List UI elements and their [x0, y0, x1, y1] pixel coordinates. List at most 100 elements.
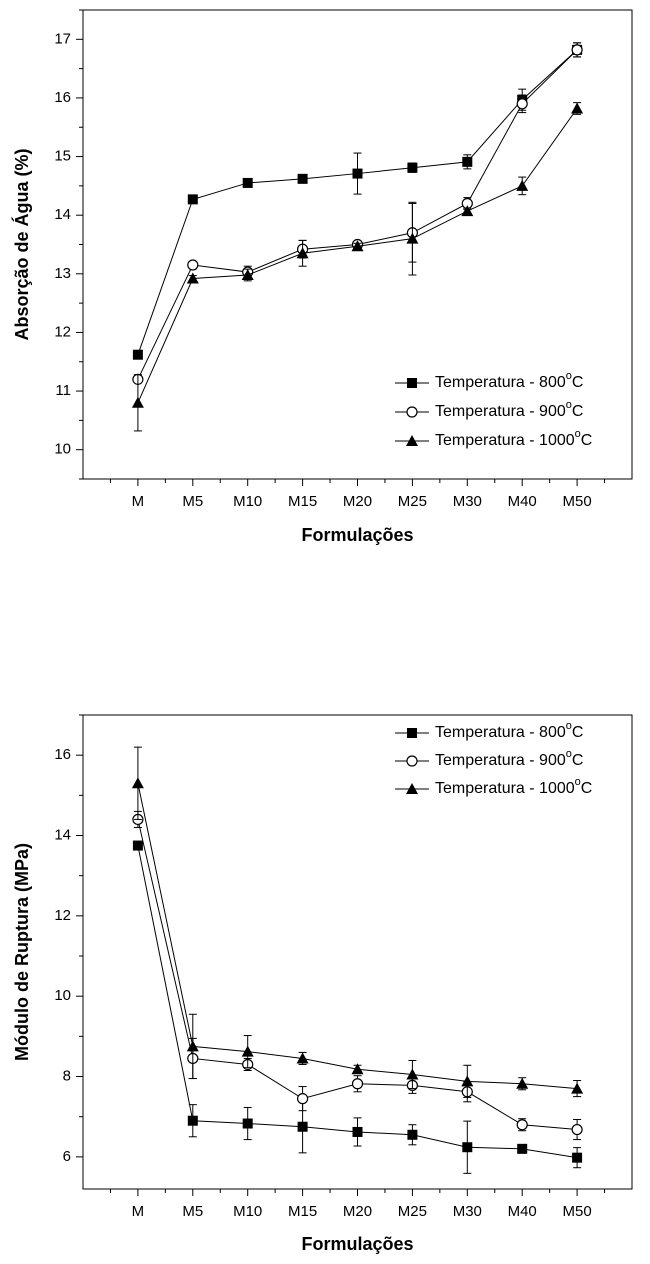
y-axis-title: Absorção de Água (%): [11, 148, 32, 340]
y-tick-label: 6: [63, 1148, 71, 1165]
x-axis-title: Formulações: [301, 1234, 413, 1254]
y-tick-label: 16: [54, 89, 71, 106]
x-tick-label: M20: [343, 1203, 372, 1220]
legend-label: Temperatura - 900oC: [435, 399, 583, 420]
data-point: [241, 268, 254, 280]
y-tick-label: 14: [54, 206, 71, 223]
y-tick-label: 11: [55, 382, 71, 399]
data-point: [297, 173, 308, 184]
data-point: [462, 156, 473, 167]
x-tick-label: M10: [233, 493, 262, 510]
legend-label: Temperatura - 800oC: [435, 370, 583, 391]
legend-label: Temperatura - 800oC: [435, 720, 583, 741]
data-point: [187, 1115, 198, 1126]
y-tick-label: 14: [54, 826, 71, 843]
x-tick-label: M50: [563, 1203, 592, 1220]
x-tick-label: M30: [453, 493, 482, 510]
series-3: [131, 746, 584, 1098]
data-point: [572, 1152, 583, 1163]
data-point: [242, 177, 253, 188]
legend-marker: [407, 728, 417, 738]
x-tick-label: M5: [182, 493, 203, 510]
y-tick-label: 16: [54, 746, 71, 763]
data-point: [241, 1045, 254, 1057]
data-point: [571, 44, 583, 56]
x-tick-label: M40: [508, 1203, 537, 1220]
data-point: [352, 1126, 363, 1137]
x-tick-label: M20: [343, 493, 372, 510]
x-tick-label: M25: [398, 493, 427, 510]
y-tick-label: 12: [54, 907, 71, 924]
x-tick-label: M10: [233, 1203, 262, 1220]
water-absorption-chart: M M5 M10 M15 M20 M25 M30 M40 M50 10 11 12 13 14 15 16 17…: [11, 9, 633, 545]
legend-label: Temperatura - 1000oC: [435, 776, 592, 797]
y-tick-label: 13: [54, 265, 71, 282]
series-line: [137, 845, 578, 1159]
data-point: [352, 168, 363, 179]
data-point: [571, 1123, 583, 1136]
rupture-modulus-chart: M M5 M10 M15 M20 M25 M30 M40 M50 6 8 10 12 14 16 Formul…: [12, 714, 633, 1254]
data-point: [296, 247, 309, 259]
series-3: [131, 102, 584, 432]
data-point: [296, 1052, 309, 1064]
x-tick-label: M40: [508, 493, 537, 510]
y-tick-label: 10: [54, 987, 71, 1004]
y-tick-label: 15: [54, 148, 71, 165]
y-axis-title: Módulo de Ruptura (MPa): [12, 843, 32, 1061]
legend-marker: [406, 406, 418, 418]
data-point: [461, 1075, 474, 1087]
series-line: [137, 49, 578, 355]
data-point: [186, 272, 199, 284]
x-tick-label: M30: [453, 1203, 482, 1220]
data-point: [571, 102, 584, 114]
data-point: [462, 1142, 473, 1153]
data-point: [406, 1068, 419, 1080]
data-point: [297, 1093, 309, 1105]
data-point: [297, 1121, 308, 1132]
data-point: [351, 1063, 364, 1075]
data-point: [407, 162, 418, 173]
data-point: [461, 205, 474, 217]
data-point: [516, 1077, 529, 1089]
x-axis-title: Formulações: [301, 525, 413, 545]
data-point: [242, 1118, 253, 1129]
data-point: [187, 259, 199, 271]
data-point: [516, 1119, 528, 1131]
series-1: [132, 42, 583, 360]
legend-label: Temperatura - 1000oC: [435, 428, 592, 449]
x-tick-label: M25: [398, 1203, 427, 1220]
data-point: [187, 194, 198, 205]
y-tick-label: 10: [54, 441, 71, 458]
data-point: [517, 1143, 528, 1154]
legend-marker: [406, 783, 418, 794]
series-line: [137, 783, 578, 1090]
x-tick-label: M50: [563, 493, 592, 510]
legend-marker: [406, 435, 418, 446]
series-2: [132, 42, 583, 385]
series-line: [137, 49, 578, 380]
x-tick-label: M5: [182, 1203, 203, 1220]
data-point: [516, 179, 529, 191]
data-point: [131, 777, 144, 789]
data-point: [516, 98, 528, 110]
data-point: [406, 232, 419, 244]
data-point: [407, 1129, 418, 1140]
legend-marker: [407, 378, 417, 388]
series-1: [132, 840, 583, 1174]
data-point: [571, 1082, 584, 1094]
x-tick-label: M15: [288, 493, 317, 510]
data-point: [351, 1078, 364, 1090]
y-tick-label: 17: [54, 30, 71, 47]
data-point: [131, 396, 144, 408]
data-point: [132, 840, 143, 851]
y-tick-label: 8: [63, 1067, 71, 1084]
series-2: [132, 810, 583, 1141]
legend-label: Temperatura - 900oC: [435, 748, 583, 769]
legend-marker: [406, 755, 418, 767]
data-point: [351, 240, 364, 252]
x-tick-label: M15: [288, 1203, 317, 1220]
y-tick-label: 12: [54, 323, 71, 340]
x-tick-label: M: [132, 493, 145, 510]
data-point: [186, 1040, 199, 1052]
